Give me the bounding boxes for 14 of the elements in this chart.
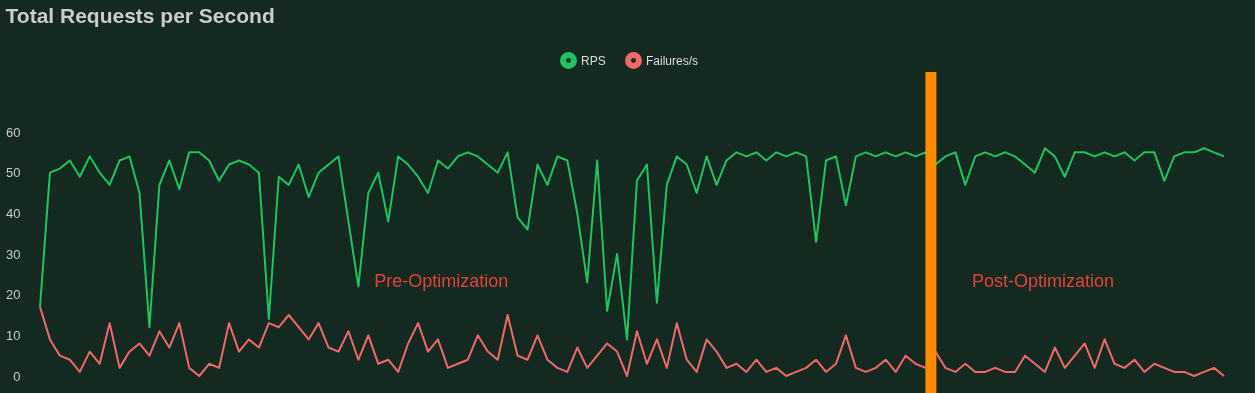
y-tick-label: 50: [6, 165, 21, 181]
y-tick-label: 10: [6, 327, 21, 343]
line-series: [39, 147, 1225, 341]
y-tick-label: 40: [6, 205, 21, 221]
line-series: [39, 305, 1225, 377]
chart-title: Total Requests per Second: [5, 3, 275, 27]
legend-label: Failures/s: [646, 53, 699, 68]
y-tick-label: 60: [6, 124, 21, 140]
annotation: Post-Optimization: [971, 271, 1115, 291]
annotation: Pre-Optimization: [374, 271, 509, 291]
legend-label: RPS: [581, 53, 606, 68]
y-tick-label: 20: [6, 287, 21, 303]
y-tick-label: 30: [6, 246, 21, 262]
y-tick-label: 0: [13, 368, 21, 384]
